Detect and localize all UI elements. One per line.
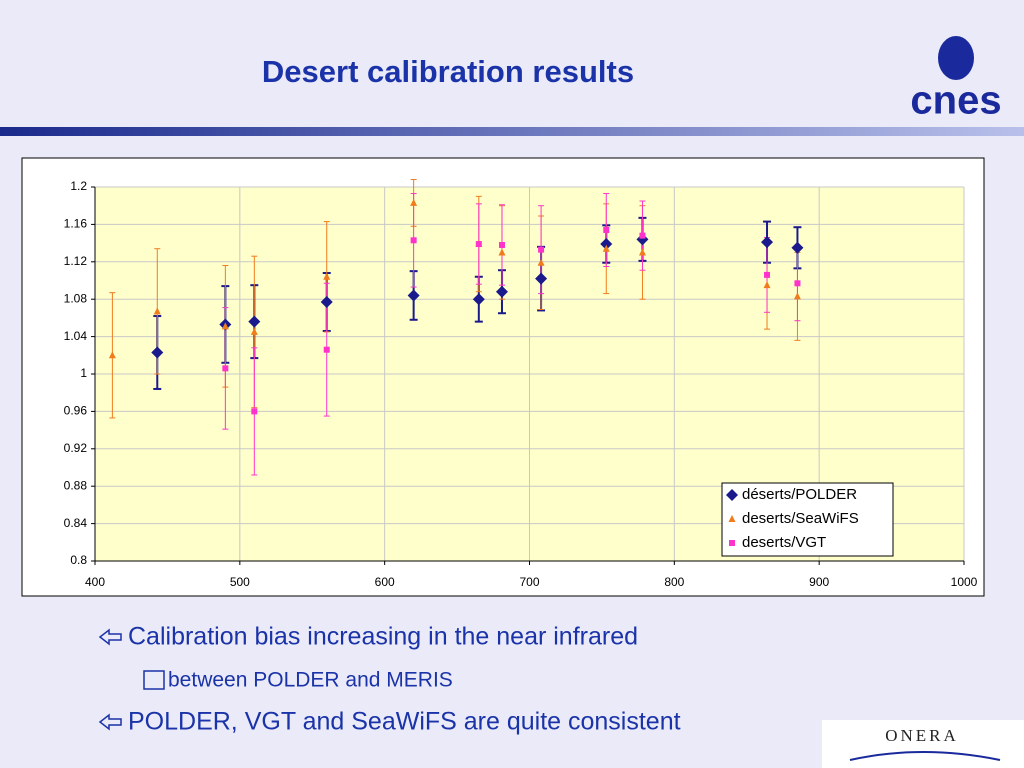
marker — [151, 346, 164, 359]
legend: déserts/POLDER deserts/SeaWiFS deserts/VGT — [721, 482, 894, 557]
marker — [498, 248, 506, 256]
logo-text: ONERA — [885, 726, 959, 745]
x-tick-label: 800 — [664, 575, 684, 589]
bullet-icon — [98, 628, 122, 646]
onera-logo: ONERA — [822, 720, 1024, 768]
bullet-icon — [98, 713, 122, 731]
marker — [248, 315, 261, 328]
marker — [535, 272, 548, 285]
marker — [726, 489, 738, 501]
x-tick-label: 400 — [85, 575, 105, 589]
marker — [410, 198, 418, 206]
sub-bullet: between POLDER and MERIS — [168, 669, 453, 692]
y-tick-label: 1.2 — [70, 179, 87, 193]
marker — [794, 280, 801, 287]
y-tick-label: 0.96 — [64, 404, 88, 418]
bullets: Calibration bias increasing in the near … — [98, 623, 681, 736]
marker — [410, 237, 417, 244]
marker — [323, 346, 330, 353]
y-tick-label: 0.92 — [64, 441, 88, 455]
logo-text: cnes — [910, 79, 1001, 123]
marker — [600, 238, 613, 251]
marker — [538, 246, 545, 253]
y-tick-label: 1.16 — [64, 217, 88, 231]
marker — [763, 281, 771, 289]
y-tick-label: 1 — [80, 366, 87, 380]
logo-box — [822, 720, 1024, 768]
y-tick-label: 0.88 — [64, 478, 88, 492]
marker — [537, 258, 545, 266]
marker — [761, 236, 774, 249]
marker — [323, 272, 331, 280]
marker — [793, 292, 801, 300]
marker — [221, 322, 229, 330]
marker — [250, 327, 258, 335]
bullet: Calibration bias increasing in the near … — [128, 623, 638, 651]
y-tick-label: 0.84 — [64, 516, 88, 530]
y-tick-label: 1.04 — [64, 329, 88, 343]
marker — [729, 540, 735, 546]
y-tick-label: 0.8 — [70, 553, 87, 567]
slide-title: Desert calibration results — [262, 54, 634, 89]
marker — [472, 293, 485, 306]
marker — [498, 241, 505, 248]
marker — [764, 271, 771, 278]
title-rule — [0, 127, 1024, 136]
marker — [320, 296, 333, 309]
cnes-logo: cnes — [910, 36, 1002, 123]
marker — [603, 227, 610, 234]
x-tick-label: 600 — [375, 575, 395, 589]
x-tick-label: 500 — [230, 575, 250, 589]
legend-label: déserts/POLDER — [742, 486, 857, 503]
marker — [791, 241, 804, 254]
x-tick-label: 1000 — [951, 575, 978, 589]
marker — [638, 248, 646, 256]
logo-globe — [938, 36, 974, 80]
marker — [407, 289, 420, 302]
marker — [728, 515, 736, 522]
marker — [602, 244, 610, 252]
y-tick-label: 1.08 — [64, 291, 88, 305]
marker — [251, 408, 258, 415]
bullet: POLDER, VGT and SeaWiFS are quite consis… — [128, 708, 681, 736]
marker — [495, 285, 508, 298]
legend-box — [721, 482, 894, 557]
marker — [475, 241, 482, 248]
marker — [108, 351, 116, 359]
legend-label: deserts/VGT — [742, 534, 826, 551]
x-tick-label: 900 — [809, 575, 829, 589]
sub-bullet-icon — [143, 670, 165, 690]
marker — [222, 365, 229, 372]
y-tick-label: 1.12 — [64, 254, 88, 268]
legend-label: deserts/SeaWiFS — [742, 510, 859, 527]
marker — [639, 232, 646, 239]
marker — [153, 307, 161, 315]
logo-swoosh — [849, 751, 1001, 761]
x-tick-label: 700 — [519, 575, 539, 589]
chart: 0.8 0.84 0.88 0.92 0.96 1 1.04 1.08 1.12 1.16 1.2 4… — [64, 179, 978, 589]
